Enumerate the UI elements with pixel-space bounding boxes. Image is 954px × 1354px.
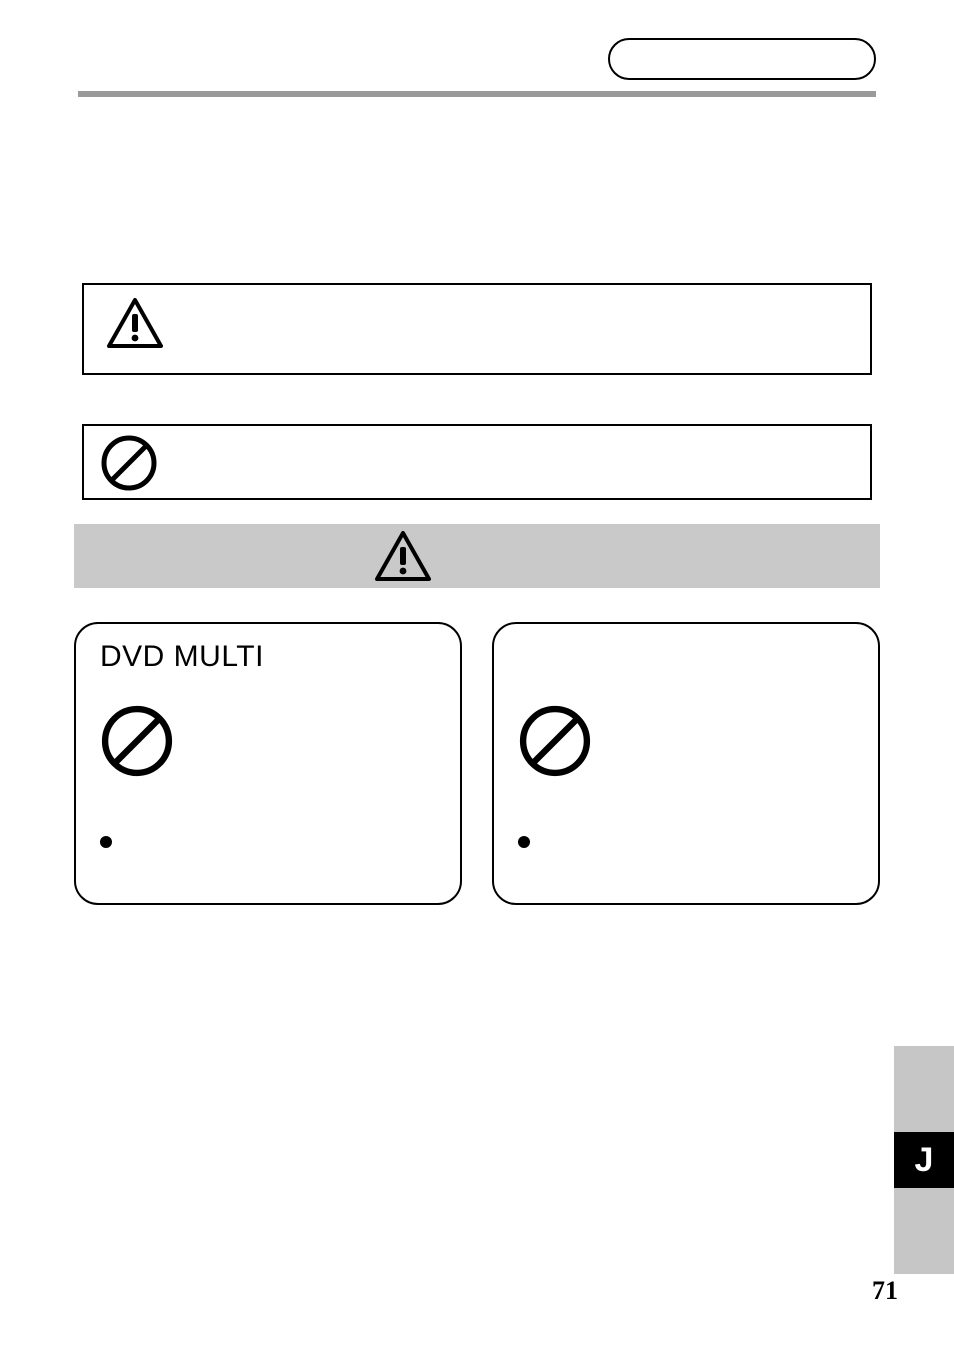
side-tab-active: J <box>894 1132 954 1188</box>
card-left-title: DVD MULTI <box>100 640 264 674</box>
prohibit-icon <box>100 704 174 778</box>
side-tab-lower <box>894 1188 954 1274</box>
prohibit-box <box>82 424 872 500</box>
header-divider <box>78 91 876 97</box>
page-number: 71 <box>872 1276 898 1306</box>
side-tab-letter: J <box>915 1141 934 1180</box>
cards-row: DVD MULTI <box>74 622 880 905</box>
prohibit-icon <box>518 704 592 778</box>
prohibit-icon <box>100 434 158 492</box>
bullet-icon <box>100 836 112 848</box>
header-pill <box>608 38 876 80</box>
caution-triangle-icon <box>374 530 432 582</box>
warning-box <box>82 283 872 375</box>
card-left: DVD MULTI <box>74 622 462 905</box>
side-tab-upper <box>894 1046 954 1132</box>
bullet-icon <box>518 836 530 848</box>
caution-strip <box>74 524 880 588</box>
card-right <box>492 622 880 905</box>
page-root: DVD MULTI J 71 <box>0 0 954 1354</box>
warning-triangle-icon <box>106 297 164 349</box>
